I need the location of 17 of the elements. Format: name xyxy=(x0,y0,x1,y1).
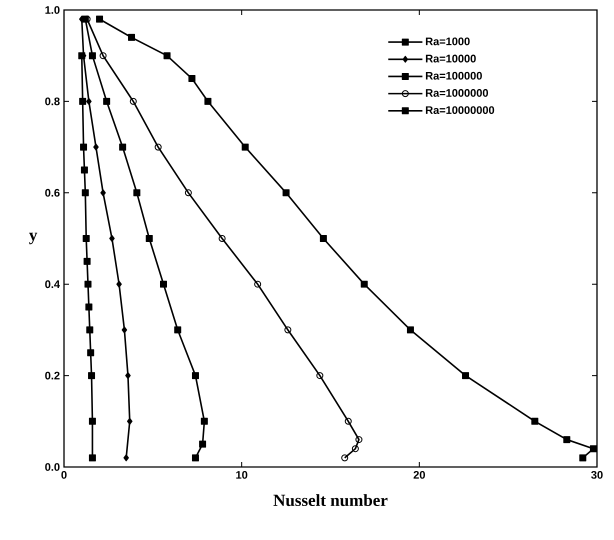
y-axis-title: y xyxy=(29,232,38,244)
legend-label: Ra=1000000 xyxy=(426,89,488,97)
y-tick-label: 0.8 xyxy=(45,98,60,106)
legend-label: Ra=10000000 xyxy=(426,106,494,114)
y-tick-label: 0.4 xyxy=(45,280,60,288)
y-tick-label: 0.2 xyxy=(45,372,60,380)
x-tick-label: 20 xyxy=(414,470,425,479)
legend-label: Ra=1000 xyxy=(426,38,470,46)
legend-label: Ra=10000 xyxy=(426,54,476,62)
x-tick-label: 30 xyxy=(591,470,603,479)
x-tick-label: 10 xyxy=(236,470,248,479)
x-tick-label: 0 xyxy=(61,470,67,479)
y-tick-label: 1.0 xyxy=(45,6,60,14)
legend-label: Ra=100000 xyxy=(426,72,482,80)
x-axis-title: Nusselt number xyxy=(273,494,388,506)
y-tick-label: 0.6 xyxy=(45,188,60,197)
y-tick-label: 0.0 xyxy=(45,463,60,471)
